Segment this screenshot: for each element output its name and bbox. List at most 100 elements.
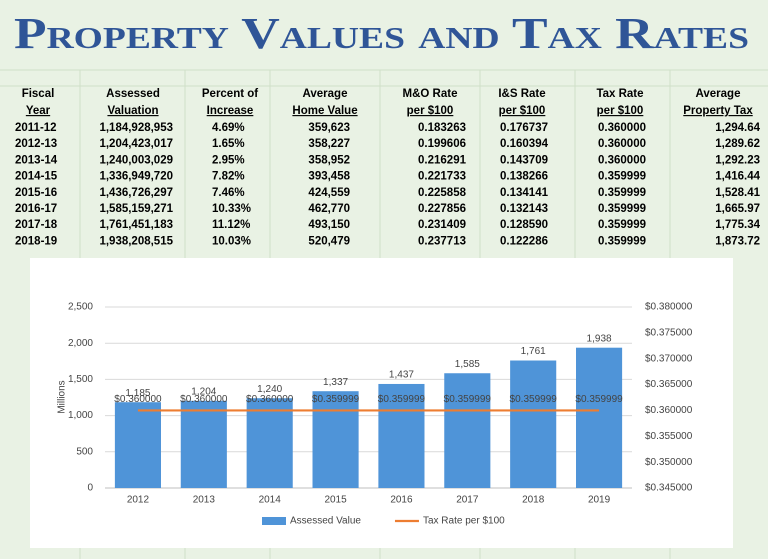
column-header: per $100 <box>597 105 644 117</box>
x-tick-label: 2013 <box>193 495 216 506</box>
table-cell: 2013-14 <box>15 154 58 166</box>
table-cell: 0.225858 <box>418 187 467 199</box>
table-cell: 0.122286 <box>500 235 548 247</box>
data-label: $0.359999 <box>510 394 558 405</box>
table-cell: 10.33% <box>212 203 251 215</box>
data-label: 1,337 <box>323 377 348 388</box>
table-cell: 0.359999 <box>598 219 646 231</box>
column-header: Home Value <box>292 105 357 117</box>
bar <box>510 360 557 488</box>
table-cell: 0.138266 <box>500 171 548 183</box>
table-cell: 1.65% <box>212 138 245 150</box>
column-header: Tax Rate <box>596 88 643 100</box>
table-cell: 0.231409 <box>418 219 466 231</box>
chart: 0 500 1,000 1,500 2,000 2,500 $0.345000 $0.3500… <box>57 302 693 527</box>
column-header: Assessed <box>106 88 160 100</box>
data-label: 1,437 <box>389 370 414 381</box>
y-tick-label: 2,000 <box>68 338 93 349</box>
data-label: 1,585 <box>455 359 480 370</box>
table-cell: 1,436,726,297 <box>99 187 173 199</box>
table-cell: 11.12% <box>212 219 250 231</box>
table-cell: 1,289.62 <box>715 138 760 150</box>
table-cell: 7.82% <box>212 171 245 183</box>
table-cell: 0.199606 <box>418 138 466 150</box>
y-tick-label: 2,500 <box>68 302 93 313</box>
table-cell: 2018-19 <box>15 235 57 247</box>
table-cell: 393,458 <box>308 171 350 183</box>
table-cell: 1,665.97 <box>715 203 760 215</box>
data-label: $0.360000 <box>246 394 294 405</box>
table-cell: 0.176737 <box>500 122 548 134</box>
data-label: $0.360000 <box>180 394 228 405</box>
y2-tick-label: $0.350000 <box>645 457 693 468</box>
table-cell: 2015-16 <box>15 187 57 199</box>
table-cell: 0.216291 <box>418 154 467 166</box>
bar <box>312 391 359 488</box>
table-cell: 0.360000 <box>598 122 646 134</box>
legend-swatch <box>262 517 286 525</box>
y2-tick-label: $0.345000 <box>645 483 693 494</box>
table-cell: 10.03% <box>212 235 251 247</box>
y2-tick-label: $0.370000 <box>645 353 693 364</box>
bar <box>378 383 425 488</box>
column-header: Average <box>696 88 741 100</box>
table-cell: 7.46% <box>212 187 245 199</box>
table-cell: 0.134141 <box>500 187 549 199</box>
table-cell: 0.160394 <box>500 138 549 150</box>
table-cell: 0.128590 <box>500 219 548 231</box>
table-cell: 0.132143 <box>500 203 548 215</box>
table-cell: 359,623 <box>308 122 350 134</box>
table-cell: 0.227856 <box>418 203 466 215</box>
table-cell: 0.237713 <box>418 235 466 247</box>
table-cell: 0.359999 <box>598 203 646 215</box>
y-tick-label: 1,500 <box>68 374 93 385</box>
data-label: 1,938 <box>587 333 612 344</box>
column-header: I&S Rate <box>498 88 545 100</box>
table-cell: 1,294.64 <box>715 122 760 134</box>
table-cell: 0.359999 <box>598 171 646 183</box>
data-label: $0.359999 <box>378 394 426 405</box>
table-cell: 1,585,159,271 <box>99 203 173 215</box>
table-cell: 462,770 <box>308 203 350 215</box>
table-cell: 1,416.44 <box>715 171 760 183</box>
y-tick-label: 0 <box>87 483 93 494</box>
column-header: Increase <box>207 105 254 117</box>
data-label: 1,240 <box>257 384 282 395</box>
column-header: Average <box>303 88 348 100</box>
bar <box>114 402 161 488</box>
table-cell: 1,336,949,720 <box>99 171 173 183</box>
table-cell: 1,204,423,017 <box>99 138 173 150</box>
bar <box>444 373 491 488</box>
data-table: Fiscal Year Assessed Valuation Percent of Inc… <box>15 88 761 247</box>
data-label: 1,204 <box>191 386 216 397</box>
table-cell: 2.95% <box>212 154 245 166</box>
x-tick-label: 2017 <box>456 495 479 506</box>
table-cell: 1,240,003,029 <box>99 154 173 166</box>
table-cell: 0.143709 <box>500 154 548 166</box>
data-label: 1,185 <box>125 388 150 399</box>
x-tick-label: 2018 <box>522 495 545 506</box>
table-cell: 0.360000 <box>598 138 646 150</box>
table-cell: 1,292.23 <box>715 154 760 166</box>
bar <box>576 347 623 488</box>
table-cell: 358,227 <box>308 138 350 150</box>
x-tick-label: 2019 <box>588 495 611 506</box>
data-label: $0.359999 <box>444 394 492 405</box>
legend-label: Tax Rate per $100 <box>423 516 505 527</box>
table-cell: 2014-15 <box>15 171 58 183</box>
table-cell: 520,479 <box>308 235 350 247</box>
data-label: 1,761 <box>521 346 546 357</box>
table-cell: 2012-13 <box>15 138 57 150</box>
x-tick-label: 2012 <box>127 495 150 506</box>
column-header: per $100 <box>499 105 546 117</box>
table-cell: 4.69% <box>212 122 245 134</box>
table-cell: 1,528.41 <box>715 187 760 199</box>
table-cell: 0.359999 <box>598 235 646 247</box>
y2-tick-label: $0.380000 <box>645 302 693 313</box>
table-cell: 2017-18 <box>15 219 58 231</box>
x-tick-label: 2014 <box>259 495 282 506</box>
column-header: Valuation <box>107 105 158 117</box>
y2-tick-label: $0.360000 <box>645 405 693 416</box>
bar <box>246 398 293 488</box>
